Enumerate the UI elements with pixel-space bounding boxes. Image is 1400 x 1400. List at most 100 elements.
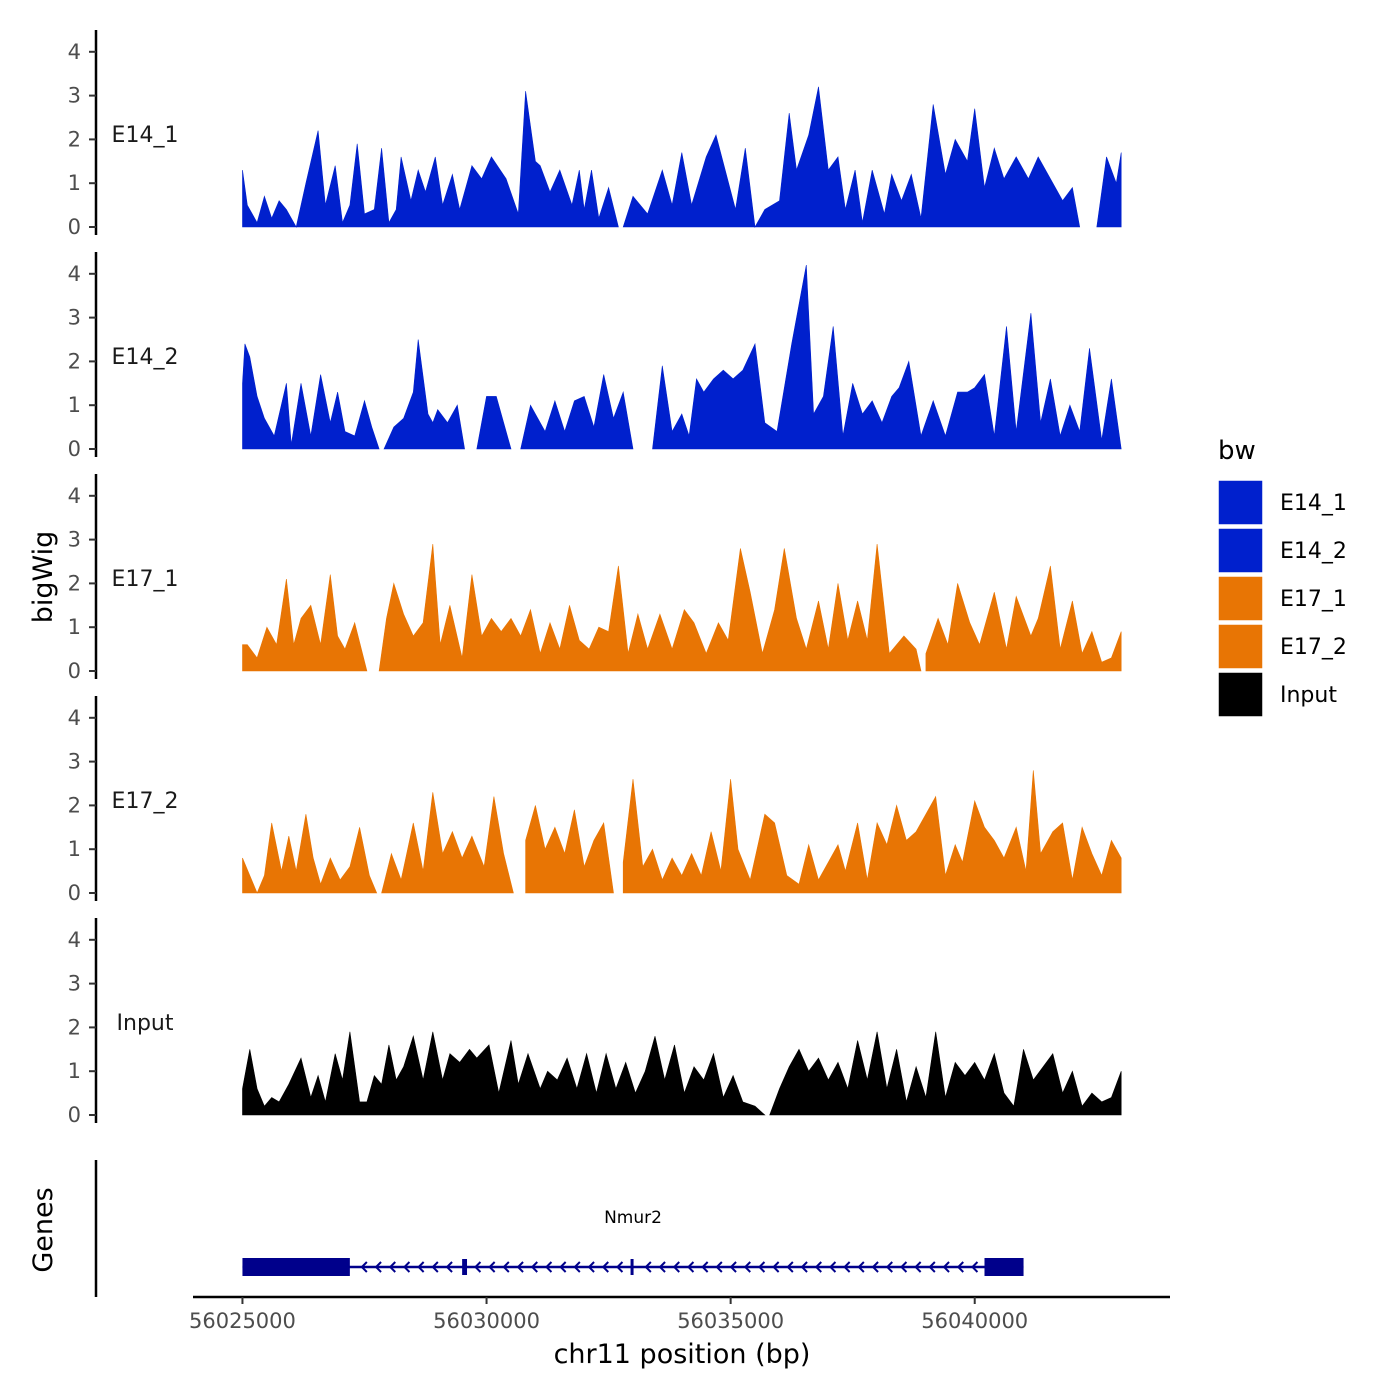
area-E17_1-segment-0: [242, 574, 368, 672]
area-E14_1-segment-0: [242, 91, 619, 228]
strand-arrow: [601, 1261, 609, 1273]
strand-arrow: [488, 1261, 496, 1273]
gene-exon-0: [242, 1258, 350, 1276]
strand-arrow: [857, 1261, 865, 1273]
strand-arrow: [374, 1261, 382, 1273]
y-tick-label: 4: [68, 928, 81, 952]
y-tick-label: 1: [68, 837, 81, 861]
area-E14_2-segment-1: [383, 339, 465, 450]
gene-name-label: Nmur2: [604, 1208, 662, 1228]
x-tick-label: 56035000: [677, 1309, 784, 1333]
y-tick-label: 0: [68, 881, 81, 905]
gene-exon-1: [462, 1259, 468, 1275]
area-E17_2-segment-3: [622, 770, 1122, 894]
y-tick-label: 4: [68, 262, 81, 286]
track-E14_2: 0 1 2 3 4 E14_2: [68, 252, 1122, 461]
y-tick-label: 1: [68, 171, 81, 195]
y-tick-label: 2: [68, 349, 81, 373]
track-label-E14_2: E14_2: [112, 345, 179, 370]
track-E17_1: 0 1 2 3 4 E17_1: [68, 474, 1122, 683]
track-label-Input: Input: [117, 1011, 174, 1036]
area-E17_2-segment-2: [525, 805, 614, 894]
gene-exon-2: [630, 1259, 634, 1275]
y-tick-label: 4: [68, 40, 81, 64]
x-axis: 56025000 56030000 56035000 56040000: [189, 1295, 1170, 1333]
y-axis-title: bigWig: [28, 531, 59, 624]
strand-arrow: [545, 1261, 553, 1273]
strand-arrow: [814, 1261, 822, 1273]
y-tick-label: 2: [68, 1015, 81, 1039]
area-E14_2-segment-2: [476, 396, 512, 450]
x-tick-label: 56030000: [433, 1309, 540, 1333]
strand-arrow: [729, 1261, 737, 1273]
y-tick-label: 0: [68, 215, 81, 239]
track-label-E14_1: E14_1: [112, 123, 179, 148]
strand-arrow: [431, 1261, 439, 1273]
legend-swatch-E17_2: [1217, 623, 1264, 670]
y-tick-label: 0: [68, 1103, 81, 1127]
area-E14_1-segment-2: [1096, 152, 1122, 228]
strand-arrow: [743, 1261, 751, 1273]
tracks-layer: 0 1 2 3 4 E14_1 0 1 2 3 4 E14_2 0 1 2 3 4 E17_1 0 1 2 3 4 E17_2…: [68, 30, 1122, 1127]
strand-arrow: [956, 1261, 964, 1273]
area-E14_1-segment-1: [622, 86, 1081, 228]
y-tick-label: 1: [68, 393, 81, 417]
x-tick-label: 56025000: [189, 1309, 296, 1333]
strand-arrow: [800, 1261, 808, 1273]
y-tick-label: 3: [68, 528, 81, 552]
y-tick-label: 0: [68, 659, 81, 683]
area-E17_2-segment-0: [242, 814, 378, 894]
strand-arrow: [715, 1261, 723, 1273]
y-tick-label: 1: [68, 1059, 81, 1083]
genes-track: Nmur2: [94, 1160, 1024, 1297]
area-Input-segment-1: [769, 1031, 1122, 1116]
legend-swatch-E14_1: [1217, 479, 1264, 526]
y-tick-label: 2: [68, 127, 81, 151]
area-E17_2-segment-1: [381, 792, 514, 894]
strand-arrow: [403, 1261, 411, 1273]
area-Input-segment-0: [242, 1031, 766, 1116]
area-E17_1-segment-1: [378, 543, 922, 672]
strand-arrow: [900, 1261, 908, 1273]
track-label-E17_1: E17_1: [112, 567, 179, 592]
area-E14_2-segment-4: [652, 264, 1122, 450]
strand-arrow: [530, 1261, 538, 1273]
y-tick-label: 3: [68, 306, 81, 330]
strand-arrow: [573, 1261, 581, 1273]
strand-arrow: [559, 1261, 567, 1273]
area-E17_1-segment-2: [925, 565, 1122, 672]
y-tick-label: 4: [68, 484, 81, 508]
strand-arrow: [445, 1261, 453, 1273]
strand-arrow: [914, 1261, 922, 1273]
legend-swatch-Input: [1217, 671, 1264, 718]
y-tick-label: 3: [68, 750, 81, 774]
legend-label-E17_2: E17_2: [1280, 635, 1347, 660]
legend-title: bw: [1218, 436, 1256, 466]
strand-arrow: [360, 1261, 368, 1273]
gene-exon-3: [984, 1258, 1024, 1276]
strand-arrow: [502, 1261, 510, 1273]
legend-label-E17_1: E17_1: [1280, 587, 1347, 612]
strand-arrow: [772, 1261, 780, 1273]
track-Input: 0 1 2 3 4 Input: [68, 918, 1122, 1127]
y-tick-label: 0: [68, 437, 81, 461]
strand-arrow: [687, 1261, 695, 1273]
strand-arrow: [786, 1261, 794, 1273]
y-tick-label: 2: [68, 793, 81, 817]
strand-arrow: [885, 1261, 893, 1273]
legend-label-Input: Input: [1280, 683, 1337, 708]
strand-arrow: [758, 1261, 766, 1273]
strand-arrow: [516, 1261, 524, 1273]
track-E14_1: 0 1 2 3 4 E14_1: [68, 30, 1122, 239]
genes-axis-title: Genes: [28, 1187, 59, 1272]
area-E14_2-segment-3: [520, 374, 634, 450]
strand-arrow: [644, 1261, 652, 1273]
legend: bw E14_1 E14_2 E17_1 E17_2 Input: [1217, 436, 1347, 718]
area-E14_2-segment-0: [242, 343, 380, 450]
strand-arrow: [616, 1261, 624, 1273]
strand-arrow: [971, 1261, 979, 1273]
legend-swatch-E14_2: [1217, 527, 1264, 574]
strand-arrow: [672, 1261, 680, 1273]
strand-arrow: [658, 1261, 666, 1273]
